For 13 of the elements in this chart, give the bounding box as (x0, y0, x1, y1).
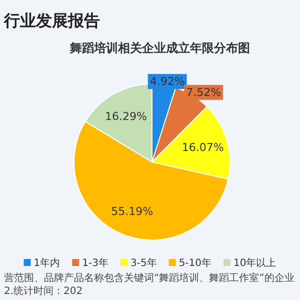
data-label: 16.07% (182, 141, 224, 154)
data-label: 7.52% (186, 86, 222, 99)
text: 行业发展报告 (3, 11, 100, 30)
data-label: 55.19% (111, 205, 154, 218)
legend-label: 1-3年 (82, 257, 108, 269)
legend-label: 1年内 (34, 257, 60, 269)
data-label: 4.92% (150, 74, 185, 88)
data-label: 16.29% (105, 110, 147, 123)
chart-title: 舞蹈培训相关企业成立年限分布图 (69, 41, 250, 55)
legend-label: 3-5年 (130, 257, 157, 269)
text: 营范围、品牌产品名称包含关键词“舞蹈培训、舞蹈工作室”的企业 2.统计时间：202 (4, 272, 298, 297)
legend-label: 5-10年 (178, 257, 212, 269)
legend-label: 10年以上 (234, 257, 276, 269)
